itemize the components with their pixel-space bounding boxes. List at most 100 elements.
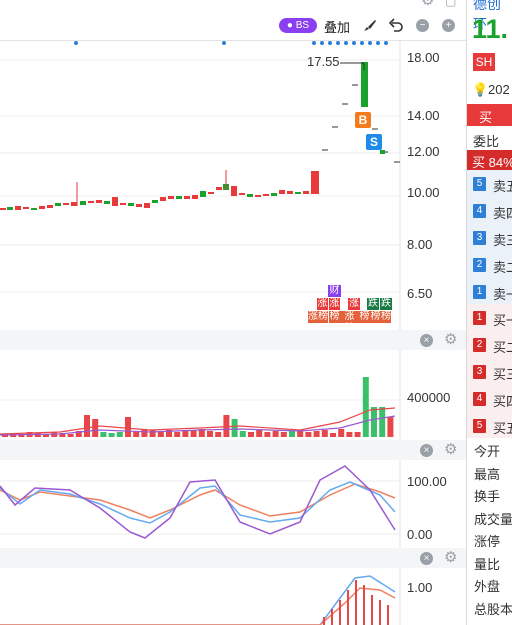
stat-label: 总股本 [474,601,512,617]
marker-dot [312,41,316,45]
buy-row[interactable]: 4 买四 [467,387,512,411]
sell-row[interactable]: 2 卖二 [467,253,512,277]
undo-icon[interactable] [388,17,404,33]
row-label: 买一 [493,313,512,328]
candle [152,200,158,203]
minus-icon[interactable]: − [416,19,429,32]
volume-bar [125,417,131,437]
buy-marker[interactable]: B [355,112,371,128]
candle [184,196,190,199]
bs-toggle-button[interactable]: ● BS [279,18,317,33]
close-icon[interactable]: × [420,444,433,457]
volume-bar [289,431,295,437]
candle [192,195,198,199]
tag-list[interactable]: 涨榜 [308,311,328,323]
brush-icon[interactable] [361,17,377,33]
buy-row[interactable]: 3 买三 [467,360,512,384]
volume-bar [92,419,99,437]
tag-list[interactable]: 榜 [359,311,370,323]
bottom-axis-label: 1.00 [407,580,433,595]
indicator-panel[interactable] [0,460,466,548]
gear-icon[interactable]: ⚙ [444,331,458,348]
volume-bar [354,432,361,437]
volume-bar [190,430,197,437]
volume-bar [100,432,107,437]
tag-list[interactable]: 榜 [370,311,381,323]
row-number: 3 [473,231,486,245]
bottom-indicator-panel[interactable] [0,568,466,625]
sell-marker[interactable]: S [366,134,382,150]
tag-down[interactable]: 跌 [367,298,379,310]
tag-list[interactable]: 榜 [381,311,391,323]
tag-up[interactable]: 涨 [317,298,328,310]
volume-bar [174,432,181,437]
stat-label: 换手 [474,489,501,504]
row-number: 2 [473,338,486,352]
sell-row[interactable]: 5 卖五 [467,172,512,196]
sell-row[interactable]: 4 卖四 [467,199,512,223]
volume-bar [84,415,90,437]
candle [63,203,69,205]
volume-bar [330,433,336,437]
k-line [0,483,396,519]
stat-label: 涨停 [474,534,501,549]
close-icon[interactable]: × [420,334,433,347]
row-number: 4 [473,204,486,218]
candle [168,196,174,199]
volume-bar [108,433,115,437]
marker-dot [368,41,372,45]
volume-bar [215,432,222,437]
window-icon[interactable]: ▢ [445,0,457,8]
candle [216,187,222,190]
stat-label: 今开 [474,444,501,459]
stat-label: 外盘 [474,579,501,594]
close-icon[interactable]: × [420,552,433,565]
candle [55,203,61,206]
row-number: 1 [473,311,486,325]
panel-divider [466,0,467,625]
indicator-axis-low: 0.00 [407,527,433,542]
candle [88,201,94,203]
tag-up[interactable]: 涨 [329,298,340,310]
marker-dot [320,41,324,45]
date-text: 202 [488,82,510,97]
volume-bar [207,431,213,437]
bs-label: BS [295,20,310,31]
gear-icon[interactable]: ⚙ [444,441,458,458]
volume-bar [198,429,205,437]
volume-bar [18,434,25,437]
quote-side-panel: 德创环 11. SH 💡 202 买 委比 买 84% 5 卖五 4 卖四 3 卖三 2 卖二… [467,0,512,625]
tag-down[interactable]: 跌 [380,298,392,310]
buy-button[interactable]: 买 [467,104,512,126]
tag-up[interactable]: 涨 [348,298,360,310]
price-axis-tick: 14.00 [407,108,440,123]
candle [47,205,53,208]
tag-finance[interactable]: 财 [328,285,341,297]
gear-icon[interactable]: ⚙ [421,0,435,9]
candlestick-panel[interactable] [0,40,466,330]
gear-icon[interactable]: ⚙ [444,549,458,566]
plus-icon[interactable]: + [442,19,455,32]
indicator-panel-header [0,440,466,460]
candle [247,194,253,197]
row-number: 5 [473,177,486,191]
row-number: 2 [473,258,486,272]
volume-panel[interactable] [0,350,466,440]
row-label: 买四 [493,394,512,409]
price-axis-tick: 12.00 [407,144,440,159]
chart-area[interactable]: ● BS 叠加 − + ⚙ ▢ 18.00 14.00 12.00 10.00 8.00… [0,0,466,625]
tag-list[interactable]: 涨榜 [340,311,359,334]
buy-row[interactable]: 1 买一 [467,306,512,330]
volume-bar [371,407,377,437]
volume-bar [256,430,263,437]
tag-list[interactable]: 榜 [329,311,340,323]
overlay-button[interactable]: 叠加 [324,20,351,35]
buy-row[interactable]: 2 买二 [467,333,512,357]
candle [31,208,37,210]
sell-row[interactable]: 1 卖一 [467,280,512,304]
price-axis-tick: 18.00 [407,50,440,65]
price-axis-tick: 6.50 [407,286,433,301]
stat-label: 成交量 [474,511,512,527]
sell-row[interactable]: 3 卖三 [467,226,512,250]
buy-row[interactable]: 5 买五 [467,414,512,438]
